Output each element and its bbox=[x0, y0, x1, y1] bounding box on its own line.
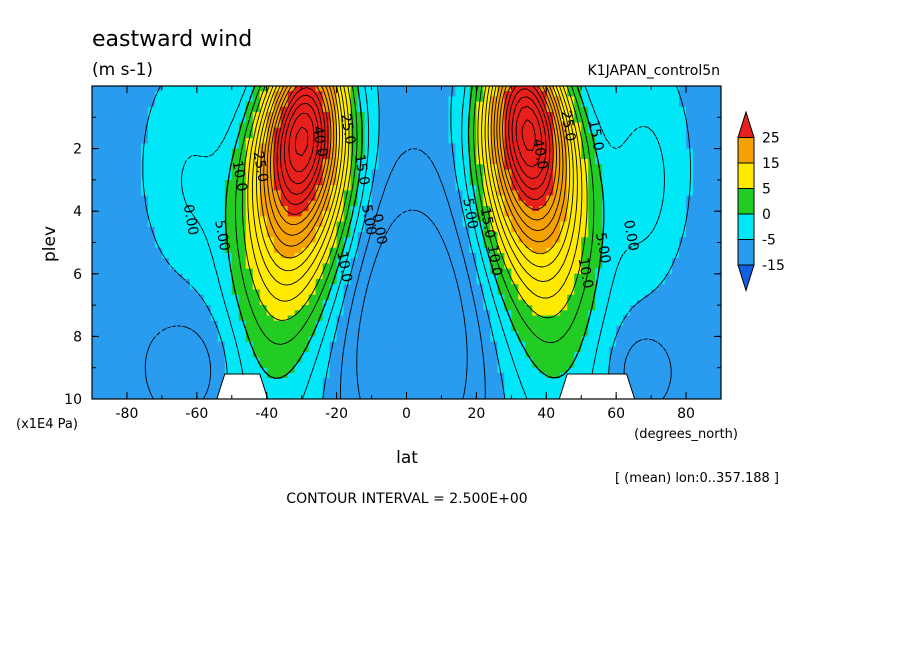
x-tick-label: 20 bbox=[467, 406, 485, 422]
x-tick-label: -40 bbox=[255, 406, 278, 422]
contour-label: 5.00 bbox=[592, 231, 613, 264]
contour-line bbox=[273, 86, 557, 215]
contour-label: 0.00 bbox=[620, 219, 641, 252]
y-tick-label: 8 bbox=[73, 329, 82, 345]
blocked-region bbox=[216, 373, 269, 399]
x-axis-title: lat bbox=[396, 448, 418, 468]
contour-label: 25.0 bbox=[557, 109, 578, 142]
footnote: [ (mean) lon:0..357.188 ] bbox=[615, 471, 779, 486]
colorbar-label: -15 bbox=[762, 258, 785, 274]
colorbar-band bbox=[737, 213, 755, 240]
y-units-label: (x1E4 Pa) bbox=[16, 417, 78, 432]
colorbar-band bbox=[737, 137, 755, 164]
contour-line bbox=[280, 88, 551, 196]
x-tick-label: -60 bbox=[185, 406, 208, 422]
contour-label: 0.00 bbox=[180, 203, 201, 236]
contour-line bbox=[142, 86, 692, 399]
contour-line bbox=[241, 86, 588, 321]
contour-label: 40.0 bbox=[529, 137, 550, 170]
blocked-region bbox=[558, 373, 636, 399]
contour-label: 5.00 bbox=[211, 219, 232, 252]
contour-line bbox=[259, 86, 571, 259]
contour-line bbox=[283, 96, 547, 185]
colorbar-band bbox=[737, 239, 755, 266]
colorbar-label: 15 bbox=[762, 156, 780, 172]
x-units-label: (degrees_north) bbox=[634, 427, 738, 442]
colorbar-label: -5 bbox=[762, 233, 776, 249]
contour-label: 40.0 bbox=[309, 125, 330, 158]
contour-line bbox=[251, 86, 578, 286]
x-tick-label: -80 bbox=[116, 406, 139, 422]
contour-line bbox=[256, 86, 574, 272]
y-tick-label: 2 bbox=[73, 142, 82, 158]
contour-line bbox=[144, 148, 672, 399]
contour-line bbox=[288, 105, 543, 173]
contour-line bbox=[266, 86, 564, 236]
x-tick-label: 60 bbox=[607, 406, 625, 422]
y-tick-label: 6 bbox=[73, 267, 82, 283]
y-axis-title: plev bbox=[40, 226, 60, 262]
contour-line bbox=[294, 119, 536, 157]
colorbar-label: 25 bbox=[762, 131, 780, 147]
y-tick-label: 4 bbox=[73, 204, 82, 220]
contour-label: 15.0 bbox=[351, 153, 372, 186]
x-tick-label: -20 bbox=[325, 406, 348, 422]
contour-label: 10.0 bbox=[333, 250, 354, 283]
contour-line bbox=[263, 86, 567, 247]
contour-label: 25.0 bbox=[337, 112, 358, 145]
contour-label: 15.0 bbox=[477, 206, 498, 239]
contour-label: 5.00 bbox=[459, 197, 480, 230]
contour-label: 5.00 bbox=[358, 203, 379, 236]
chart-title: eastward wind bbox=[92, 27, 252, 52]
blocked-regions bbox=[216, 373, 636, 399]
colorbar-band bbox=[737, 110, 755, 138]
x-tick-label: 0 bbox=[402, 406, 411, 422]
contour-interval: CONTOUR INTERVAL = 2.500E+00 bbox=[286, 491, 527, 507]
contour-line bbox=[276, 86, 554, 206]
colorbar: 25 15 5 0 -5 -15 bbox=[737, 110, 785, 293]
x-tick-label: 80 bbox=[677, 406, 695, 422]
colorbar-label: 5 bbox=[762, 182, 771, 198]
contour-label: 25.0 bbox=[250, 150, 271, 183]
colorbar-band bbox=[737, 188, 755, 215]
contour-line bbox=[247, 86, 583, 302]
contour-line bbox=[224, 86, 605, 380]
run-name: K1JAPAN_control5n bbox=[588, 63, 720, 79]
contour-label: 15.0 bbox=[585, 119, 606, 152]
x-tick-label: 40 bbox=[537, 406, 555, 422]
contour-label: 10.0 bbox=[229, 159, 250, 192]
contour-line bbox=[269, 86, 561, 226]
contour-line bbox=[235, 86, 595, 345]
x-axis: -80 -60 -40 -20 0 20 40 60 80 bbox=[91, 86, 722, 422]
contour-label: 10.0 bbox=[484, 244, 505, 277]
y-tick-label: 10 bbox=[64, 392, 82, 408]
colorbar-band bbox=[737, 162, 755, 189]
chart-units: (m s-1) bbox=[92, 60, 153, 80]
contour-line bbox=[181, 86, 665, 399]
contour-label: 10.0 bbox=[575, 256, 596, 289]
colorbar-label: 0 bbox=[762, 207, 771, 223]
contour-line bbox=[356, 209, 468, 399]
y-axis: 2 4 6 8 10 bbox=[64, 116, 721, 408]
colorbar-band bbox=[737, 264, 755, 293]
contour-lines bbox=[142, 86, 692, 399]
contour-label: 0.00 bbox=[368, 213, 389, 246]
